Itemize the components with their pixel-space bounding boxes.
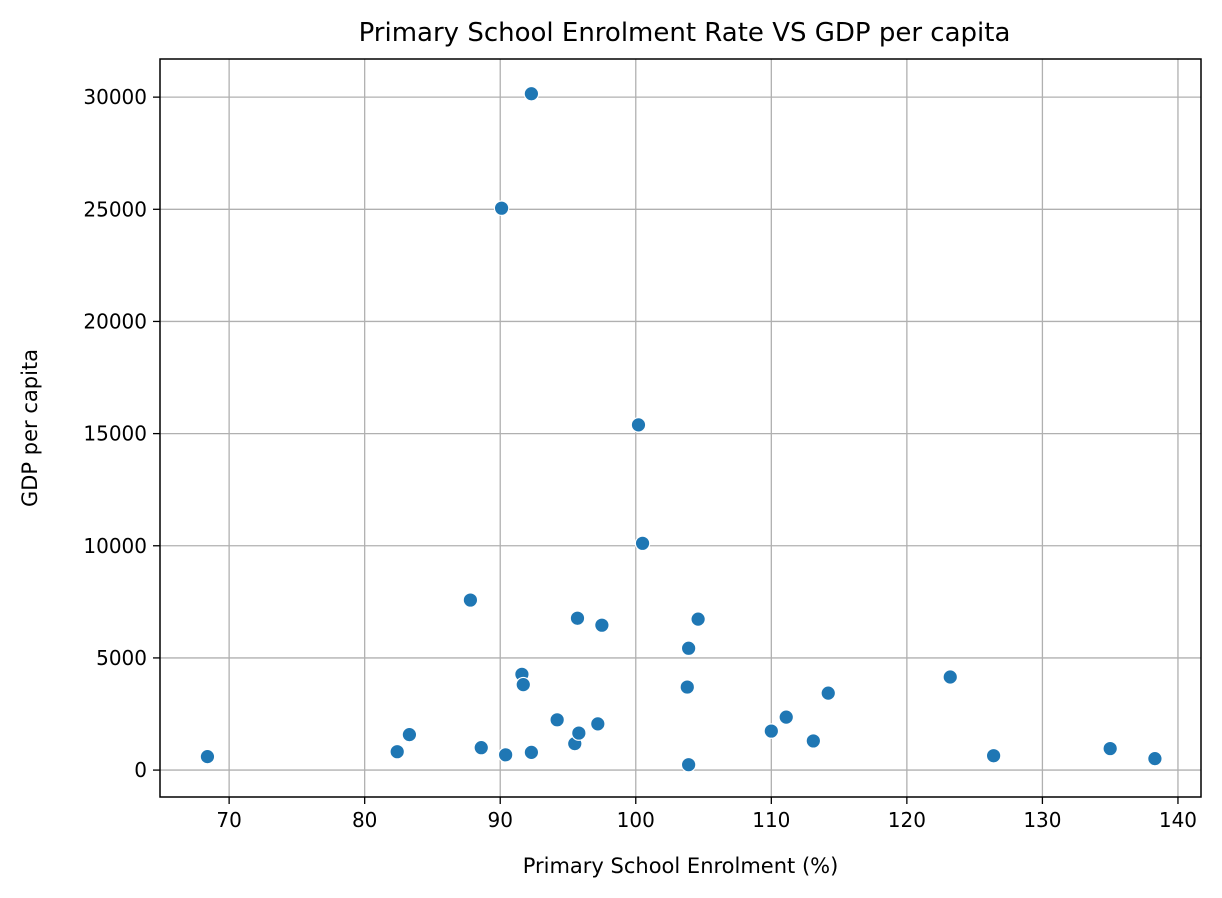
y-tick-label: 25000: [83, 197, 147, 221]
data-points: [199, 85, 1163, 773]
scatter-point: [515, 676, 532, 693]
scatter-point: [493, 200, 510, 216]
scatter-point: [985, 747, 1002, 764]
scatter-point: [389, 743, 406, 760]
scatter-point: [630, 417, 647, 433]
scatter-point: [462, 592, 479, 608]
scatter-point: [199, 748, 216, 765]
scatter-point: [401, 726, 418, 743]
x-tick-label: 90: [487, 808, 512, 832]
x-tick-label: 70: [216, 808, 241, 832]
scatter-point: [571, 725, 587, 741]
scatter-point: [523, 744, 540, 761]
scatter-point: [594, 617, 610, 633]
scatter-point: [763, 723, 780, 739]
scatter-point: [1147, 750, 1163, 767]
x-axis-ticks: 70 80 90 100 110 120 130 140: [216, 797, 1197, 832]
scatter-point: [523, 85, 540, 102]
y-tick-label: 0: [134, 758, 147, 782]
y-tick-label: 10000: [83, 534, 147, 558]
x-tick-label: 120: [888, 808, 926, 832]
scatter-point: [590, 716, 606, 732]
x-axis-label: Primary School Enrolment (%): [523, 854, 839, 878]
scatter-point: [634, 535, 651, 552]
scatter-point: [820, 685, 837, 701]
x-tick-label: 130: [1023, 808, 1061, 832]
scatter-point: [569, 610, 586, 627]
scatter-point: [549, 712, 565, 728]
plot-frame: [159, 58, 1202, 798]
scatter-point: [778, 709, 795, 725]
scatter-point: [680, 756, 697, 773]
scatter-point: [1102, 740, 1118, 757]
scatter-point: [473, 739, 490, 756]
scatter-point: [942, 669, 959, 685]
y-tick-label: 15000: [83, 422, 147, 446]
y-axis-ticks: 0 5000 10000 15000 20000 25000 30000: [83, 85, 160, 782]
y-tick-label: 30000: [83, 85, 147, 109]
scatter-point: [690, 611, 706, 627]
x-tick-label: 80: [352, 808, 377, 832]
scatter-point: [805, 733, 822, 749]
x-tick-label: 110: [752, 808, 790, 832]
grid-lines: [160, 59, 1201, 797]
scatter-point: [679, 679, 696, 695]
x-tick-label: 140: [1159, 808, 1197, 832]
y-axis-label: GDP per capita: [18, 349, 42, 507]
scatter-point: [497, 747, 514, 763]
y-tick-label: 5000: [96, 646, 147, 670]
chart-title: Primary School Enrolment Rate VS GDP per…: [359, 18, 1011, 48]
x-tick-label: 100: [617, 808, 655, 832]
y-tick-label: 20000: [83, 309, 147, 333]
scatter-point: [680, 640, 697, 657]
